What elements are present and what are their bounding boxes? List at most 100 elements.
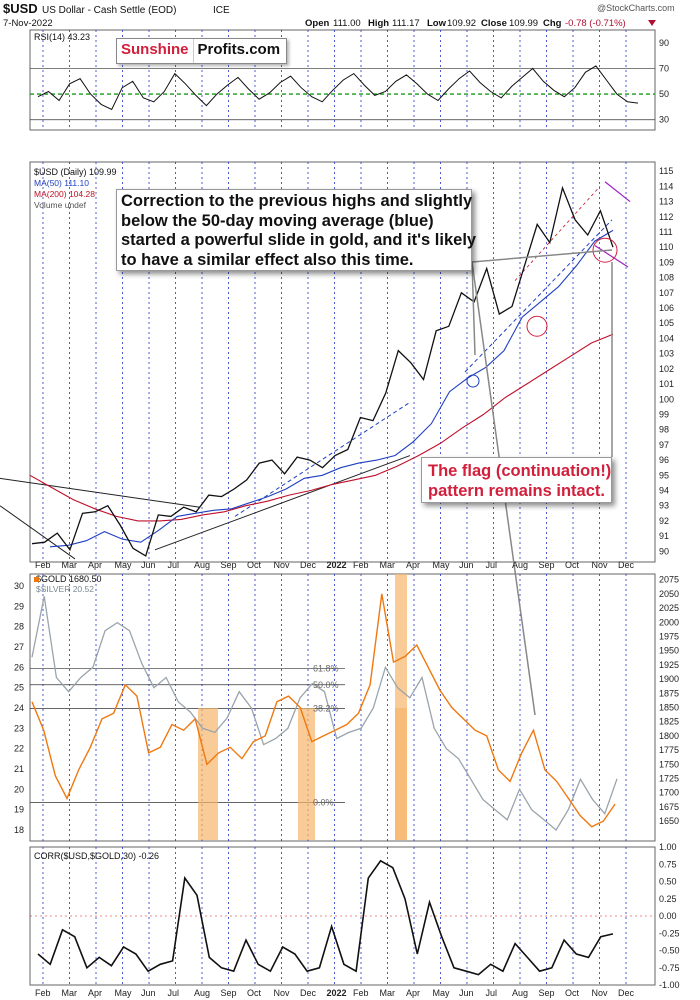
- gold-tick-label: 1900: [659, 674, 679, 684]
- usd-tick-label: 106: [659, 303, 674, 313]
- highlight-zone: [198, 708, 218, 840]
- header-chg-label: Chg: [543, 18, 562, 29]
- gold-tick-label: 1825: [659, 717, 679, 727]
- gold-tick-label: 1675: [659, 802, 679, 812]
- down-arrow-icon: [648, 20, 656, 26]
- silver-tick-label: 30: [14, 581, 24, 591]
- usd-tick-label: 103: [659, 349, 674, 359]
- pointer-line: [471, 261, 476, 356]
- usd-tick-label: 108: [659, 273, 674, 283]
- flag-lower: [594, 245, 629, 268]
- corr-tick-label: 0.00: [659, 911, 677, 921]
- usd-x-label: May: [433, 560, 451, 570]
- corr-x-label: 2022: [327, 988, 347, 998]
- fib-level-label: 50.0%: [313, 680, 339, 690]
- highlight-circle-nov: [592, 237, 618, 263]
- corr-x-label: Feb: [353, 988, 369, 998]
- ma50-line: [49, 229, 614, 548]
- usd-x-label: Mar: [380, 560, 396, 570]
- header-date: 7-Nov-2022: [3, 18, 53, 29]
- silver-tick-label: 26: [14, 662, 24, 672]
- silver-tick-label: 20: [14, 784, 24, 794]
- usd-tick-label: 95: [659, 470, 669, 480]
- highlight-zone: [298, 708, 315, 840]
- corr-tick-label: -0.50: [659, 946, 680, 956]
- corr-x-label: Jun: [141, 988, 156, 998]
- corr-x-label: Aug: [512, 988, 528, 998]
- logo-part-sunshine: Sunshine: [121, 41, 189, 58]
- ma200-line: [29, 333, 614, 522]
- corr-x-label: Apr: [88, 988, 102, 998]
- usd-x-label: Oct: [565, 560, 580, 570]
- pointer-line: [471, 249, 613, 263]
- rsi-line: [37, 65, 639, 111]
- correction-annotation: Correction to the previous highs and sli…: [116, 189, 477, 271]
- usd-tick-label: 91: [659, 531, 669, 541]
- usd-tick-label: 104: [659, 333, 674, 343]
- corr-x-label: Nov: [592, 988, 609, 998]
- annotation-line: below the 50-day moving average (blue): [121, 211, 434, 230]
- usd-x-label: Jul: [486, 560, 498, 570]
- usd-x-label: Sep: [539, 560, 555, 570]
- usd-legend-volume: Volume undef: [34, 200, 87, 210]
- corr-x-label: Jun: [459, 988, 474, 998]
- usd-legend-ma50: MA(50) 111.10: [34, 178, 89, 188]
- corr-x-label: Jul: [168, 988, 180, 998]
- highlight-zone: [395, 574, 407, 840]
- corr-x-label: Nov: [274, 988, 291, 998]
- gold-tick-label: 2000: [659, 617, 679, 627]
- gold-tick-label: 1950: [659, 646, 679, 656]
- sunshine-profits-logo: Sunshine Profits.com: [116, 38, 288, 64]
- gold-tick-label: 1750: [659, 759, 679, 769]
- annotation-line: Correction to the previous highs and sli…: [121, 192, 473, 210]
- usd-x-label: Nov: [274, 560, 291, 570]
- gold-legend-swatch: [34, 577, 39, 582]
- corr-x-label: Jul: [486, 988, 498, 998]
- gold-tick-label: 1725: [659, 774, 679, 784]
- fib-level-label: 61.8%: [313, 663, 339, 673]
- silver-tick-label: 28: [14, 622, 24, 632]
- usd-tick-label: 110: [659, 242, 673, 252]
- usd-x-label: Feb: [35, 560, 51, 570]
- corr-x-label: Aug: [194, 988, 210, 998]
- gold-tick-label: 2025: [659, 603, 679, 613]
- silver-tick-label: 19: [14, 805, 24, 815]
- usd-tick-label: 98: [659, 425, 669, 435]
- usd-tick-label: 112: [659, 212, 673, 222]
- header-exchange: ICE: [213, 5, 230, 16]
- usd-x-label: Jun: [459, 560, 474, 570]
- usd-tick-label: 92: [659, 516, 669, 526]
- usd-tick-label: 101: [659, 379, 674, 389]
- usd-tick-label: 93: [659, 501, 669, 511]
- trendline-support: [154, 455, 411, 551]
- corr-tick-label: 0.25: [659, 894, 677, 904]
- corr-tick-label: 1.00: [659, 842, 677, 852]
- annotation-line: The flag (continuation!): [428, 462, 612, 480]
- annotation-line: started a powerful slide in gold, and it…: [121, 231, 477, 249]
- usd-x-label: Aug: [512, 560, 528, 570]
- usd-tick-label: 96: [659, 455, 669, 465]
- gold-tick-label: 1650: [659, 816, 679, 826]
- usd-tick-label: 100: [659, 394, 674, 404]
- corr-tick-label: -1.00: [659, 980, 680, 990]
- panel-frame-rsi: [29, 29, 656, 131]
- silver-tick-label: 25: [14, 683, 24, 693]
- usd-x-label: Apr: [88, 560, 102, 570]
- usd-x-label: Jun: [141, 560, 156, 570]
- usd-x-label: Mar: [62, 560, 78, 570]
- header-watermark: @StockCharts.com: [597, 3, 675, 13]
- panel-frame-gold: [29, 573, 656, 842]
- fib-level-label: 0.0%: [313, 797, 334, 807]
- usd-tick-label: 114: [659, 181, 673, 191]
- annotation-line: pattern remains intact.: [428, 482, 605, 500]
- silver-line: [31, 596, 618, 831]
- silver-tick-label: 22: [14, 744, 24, 754]
- silver-legend: $SILVER 20.52: [36, 584, 94, 594]
- usd-tick-label: 107: [659, 288, 674, 298]
- usd-tick-label: 90: [659, 546, 669, 556]
- usd-legend-price: $USD (Daily) 109.99: [34, 167, 117, 177]
- channel-upper-2: [464, 219, 613, 373]
- logo-part-profits: Profits.com: [192, 39, 287, 63]
- gold-tick-label: 1975: [659, 631, 679, 641]
- corr-line: [37, 859, 614, 976]
